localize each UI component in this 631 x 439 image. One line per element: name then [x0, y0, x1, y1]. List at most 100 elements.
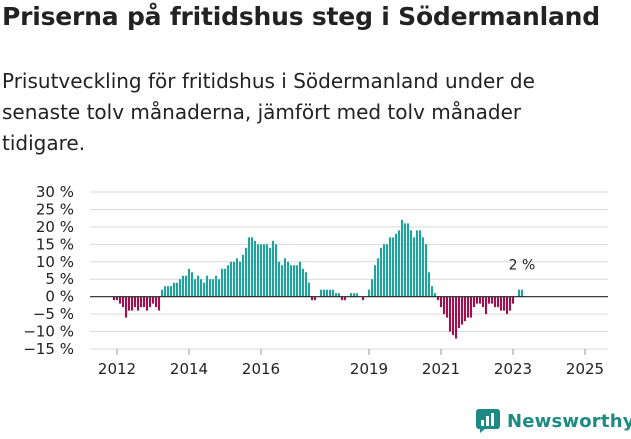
- bar: [433, 293, 437, 297]
- bar: [193, 279, 197, 297]
- bar: [235, 258, 239, 297]
- bar: [175, 282, 179, 297]
- bar: [229, 261, 233, 297]
- bar: [508, 296, 512, 311]
- bar: [520, 289, 524, 297]
- bar: [115, 296, 119, 301]
- bar: [307, 282, 311, 297]
- bar: [439, 296, 443, 308]
- y-tick-label: 30 %: [36, 183, 74, 201]
- bar: [448, 296, 452, 332]
- bar: [310, 296, 314, 301]
- bar: [361, 296, 365, 301]
- bar: [124, 296, 128, 318]
- bar: [163, 286, 167, 297]
- bar: [415, 230, 419, 297]
- x-tick-label: 2014: [170, 360, 208, 378]
- bar: [418, 230, 422, 297]
- bar: [205, 275, 209, 297]
- bar: [211, 279, 215, 297]
- bar: [376, 258, 380, 297]
- y-tick-label: 5 %: [45, 270, 74, 288]
- x-tick-label: 2021: [422, 360, 460, 378]
- y-tick-label: 20 %: [36, 218, 74, 236]
- bar: [334, 293, 338, 297]
- bar: [331, 289, 335, 297]
- x-tick-label: 2025: [566, 360, 604, 378]
- bar: [496, 296, 500, 308]
- bar: [505, 296, 509, 315]
- bar: [430, 286, 434, 297]
- bar: [328, 289, 332, 297]
- bar: [145, 296, 149, 311]
- bar: [319, 289, 323, 297]
- bar: [451, 296, 455, 336]
- bar: [292, 265, 296, 297]
- brand-name: Newsworthy: [507, 410, 631, 432]
- bar: [121, 296, 125, 308]
- bar-chart: 30 %25 %20 %15 %10 %5 %0 %−5 %−10 %−15 %…: [23, 183, 608, 378]
- bar: [475, 296, 479, 304]
- bar: [217, 279, 221, 297]
- newsworthy-icon: [476, 409, 500, 433]
- bar: [256, 244, 260, 297]
- bar: [232, 261, 236, 297]
- bar: [370, 279, 374, 297]
- bar: [151, 296, 155, 304]
- bar: [517, 289, 521, 297]
- bar: [214, 275, 218, 297]
- bar: [391, 237, 395, 297]
- bar: [178, 279, 182, 297]
- bar: [406, 223, 410, 297]
- bar: [343, 296, 347, 301]
- bar: [469, 296, 473, 318]
- y-tick-label: 10 %: [36, 253, 74, 271]
- bar: [298, 261, 302, 297]
- bar: [187, 268, 191, 297]
- bar: [268, 247, 272, 297]
- bar: [322, 289, 326, 297]
- y-tick-label: −10 %: [23, 323, 74, 341]
- chart-title: Priserna på fritidshus steg i Södermanla…: [2, 2, 600, 31]
- bar: [379, 247, 383, 297]
- bar: [241, 254, 245, 297]
- bar: [130, 296, 134, 311]
- bar: [436, 296, 440, 301]
- bar: [244, 247, 248, 297]
- bar: [196, 275, 200, 297]
- bar: [487, 296, 491, 304]
- bar: [427, 272, 431, 297]
- y-tick-label: 15 %: [36, 235, 74, 253]
- bar: [409, 230, 413, 297]
- chart-subtitle: Prisutveckling för fritidshus i Söderman…: [2, 69, 535, 155]
- bar: [382, 244, 386, 297]
- bar: [325, 289, 329, 297]
- bar: [280, 265, 284, 297]
- bar: [403, 223, 407, 297]
- bar: [490, 296, 494, 304]
- bar: [397, 230, 401, 297]
- bar: [481, 296, 485, 308]
- bar: [373, 265, 377, 297]
- bar: [442, 296, 446, 315]
- bar: [472, 296, 476, 308]
- bar: [289, 265, 293, 297]
- bar: [142, 296, 146, 308]
- bar: [202, 282, 206, 297]
- bar: [499, 296, 503, 311]
- bar: [265, 244, 269, 297]
- y-tick-label: 0 %: [45, 288, 74, 306]
- bar: [388, 237, 392, 297]
- bar: [160, 289, 164, 297]
- bar: [136, 296, 140, 311]
- bar: [313, 296, 317, 301]
- bar: [502, 296, 506, 311]
- bar: [493, 296, 497, 308]
- last-value-label: 2 %: [509, 258, 536, 274]
- bar: [478, 296, 482, 304]
- bar: [220, 268, 224, 297]
- bar: [286, 261, 290, 297]
- bar: [238, 261, 242, 297]
- bar: [118, 296, 122, 304]
- bar: [157, 296, 161, 311]
